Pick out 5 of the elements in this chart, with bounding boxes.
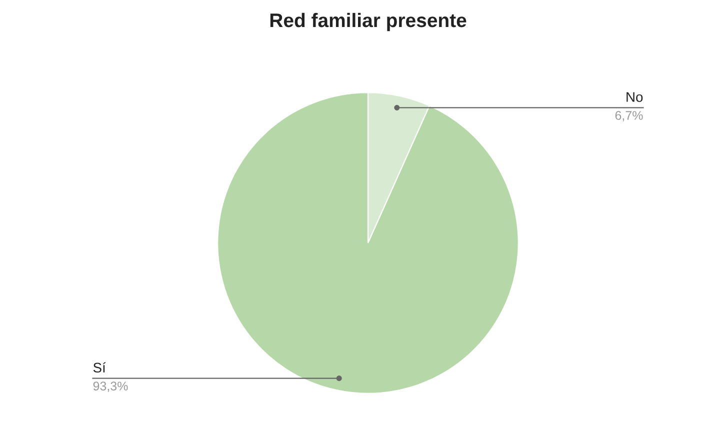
slice-label: Sí bbox=[93, 362, 106, 373]
data-label: 6,7% bbox=[615, 111, 643, 122]
chart-title: Red familiar presente bbox=[270, 12, 466, 32]
data-label: 93,3% bbox=[93, 382, 128, 392]
slice-label: No bbox=[626, 92, 643, 102]
